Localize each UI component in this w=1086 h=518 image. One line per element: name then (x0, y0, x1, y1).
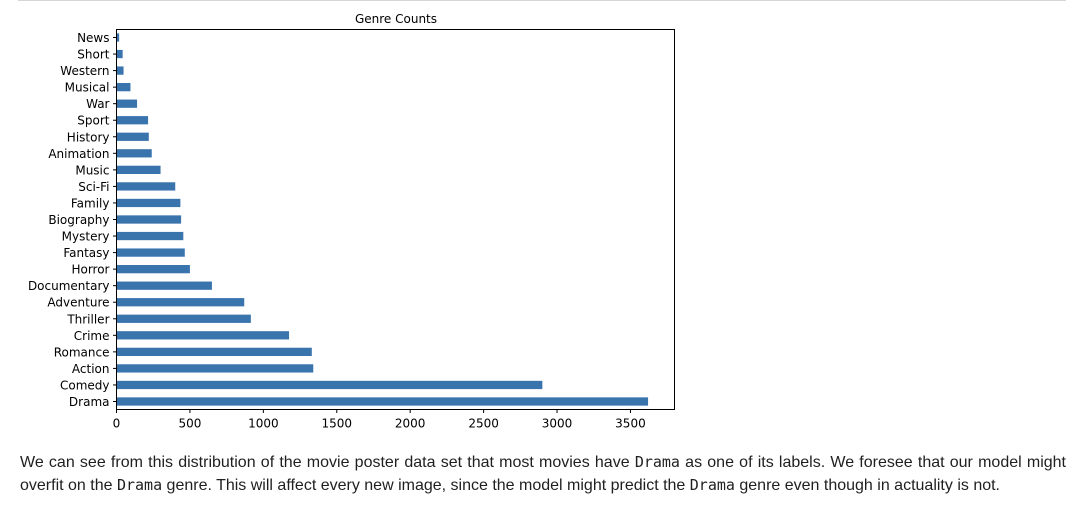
bar-history (116, 132, 149, 141)
bar-family (116, 198, 181, 208)
y-tick-label-biography: Biography (48, 213, 109, 227)
bar-mystery (116, 231, 184, 241)
y-tick-label-music: Music (75, 163, 109, 177)
y-tick-label-mystery: Mystery (62, 230, 110, 244)
bar-sci-fi (116, 182, 176, 191)
x-tick-label-1000: 1000 (248, 417, 279, 431)
bar-drama (116, 397, 649, 406)
caption-text-1: We can see from this distribution of the… (20, 454, 635, 471)
bar-action (116, 364, 314, 373)
bar-animation (116, 149, 152, 158)
bars-group (116, 33, 649, 406)
bar-news (116, 33, 120, 42)
y-tick-label-short: Short (77, 48, 109, 62)
bar-fantasy (116, 248, 185, 257)
y-tick-label-family: Family (71, 196, 110, 210)
x-tick-label-2000: 2000 (395, 417, 426, 431)
x-tick-label-1500: 1500 (321, 417, 352, 431)
y-tick-label-romance: Romance (54, 345, 110, 359)
bar-biography (116, 215, 182, 224)
caption-text-4: genre even though in actuality is not. (734, 477, 1000, 494)
bar-adventure (116, 298, 245, 307)
y-tick-label-crime: Crime (74, 329, 110, 343)
bar-horror (116, 265, 190, 274)
bar-western (116, 66, 124, 75)
y-tick-label-horror: Horror (71, 263, 109, 277)
y-axis-ticks: Drama Comedy Action Romance Crime Thriller Adv… (28, 31, 117, 409)
caption-paragraph: We can see from this distribution of the… (20, 451, 1066, 497)
x-tick-label-3000: 3000 (542, 417, 573, 431)
caption-code-drama-2: Drama (116, 476, 163, 494)
y-tick-label-war: War (86, 97, 109, 111)
y-tick-label-sci-fi: Sci-Fi (78, 180, 109, 194)
caption-code-drama-3: Drama (689, 476, 735, 494)
y-tick-label-sport: Sport (77, 114, 110, 128)
y-tick-label-fantasy: Fantasy (63, 246, 109, 260)
bar-thriller (116, 314, 251, 323)
caption-code-drama-1: Drama (634, 453, 680, 471)
bar-music (116, 165, 161, 174)
top-divider (18, 0, 1066, 1)
bar-musical (116, 83, 131, 92)
bar-comedy (116, 380, 543, 390)
y-tick-label-comedy: Comedy (60, 378, 110, 392)
x-tick-label-3500: 3500 (615, 417, 646, 431)
y-tick-label-drama: Drama (69, 395, 110, 409)
y-tick-label-thriller: Thriller (66, 312, 109, 326)
y-tick-label-musical: Musical (65, 81, 110, 95)
x-tick-label-500: 500 (178, 417, 201, 431)
bar-short (116, 49, 123, 59)
y-tick-label-western: Western (60, 64, 109, 78)
y-tick-label-adventure: Adventure (47, 296, 109, 310)
bar-sport (116, 116, 149, 125)
caption-text-3: genre. This will affect every new image,… (162, 477, 690, 494)
x-tick-label-0: 0 (113, 417, 121, 431)
y-tick-label-action: Action (72, 362, 110, 376)
bar-romance (116, 347, 312, 356)
x-tick-label-2500: 2500 (468, 417, 499, 431)
x-axis-ticks: 0 500 1000 1500 2000 2500 3000 3500 (113, 409, 646, 431)
bar-crime (116, 331, 290, 340)
chart-title: Genre Counts (355, 12, 437, 26)
y-tick-label-history: History (67, 130, 110, 144)
y-tick-label-documentary: Documentary (28, 279, 110, 293)
y-tick-label-news: News (77, 31, 109, 45)
bar-war (116, 99, 138, 108)
bar-documentary (116, 281, 212, 290)
plot-frame (116, 29, 675, 410)
y-tick-label-animation: Animation (48, 147, 109, 161)
genre-counts-chart: Genre Counts Drama Comedy Action Romance Cri… (28, 12, 675, 431)
caption-text-2: as one of its labels. We foresee that ou… (20, 454, 1067, 494)
